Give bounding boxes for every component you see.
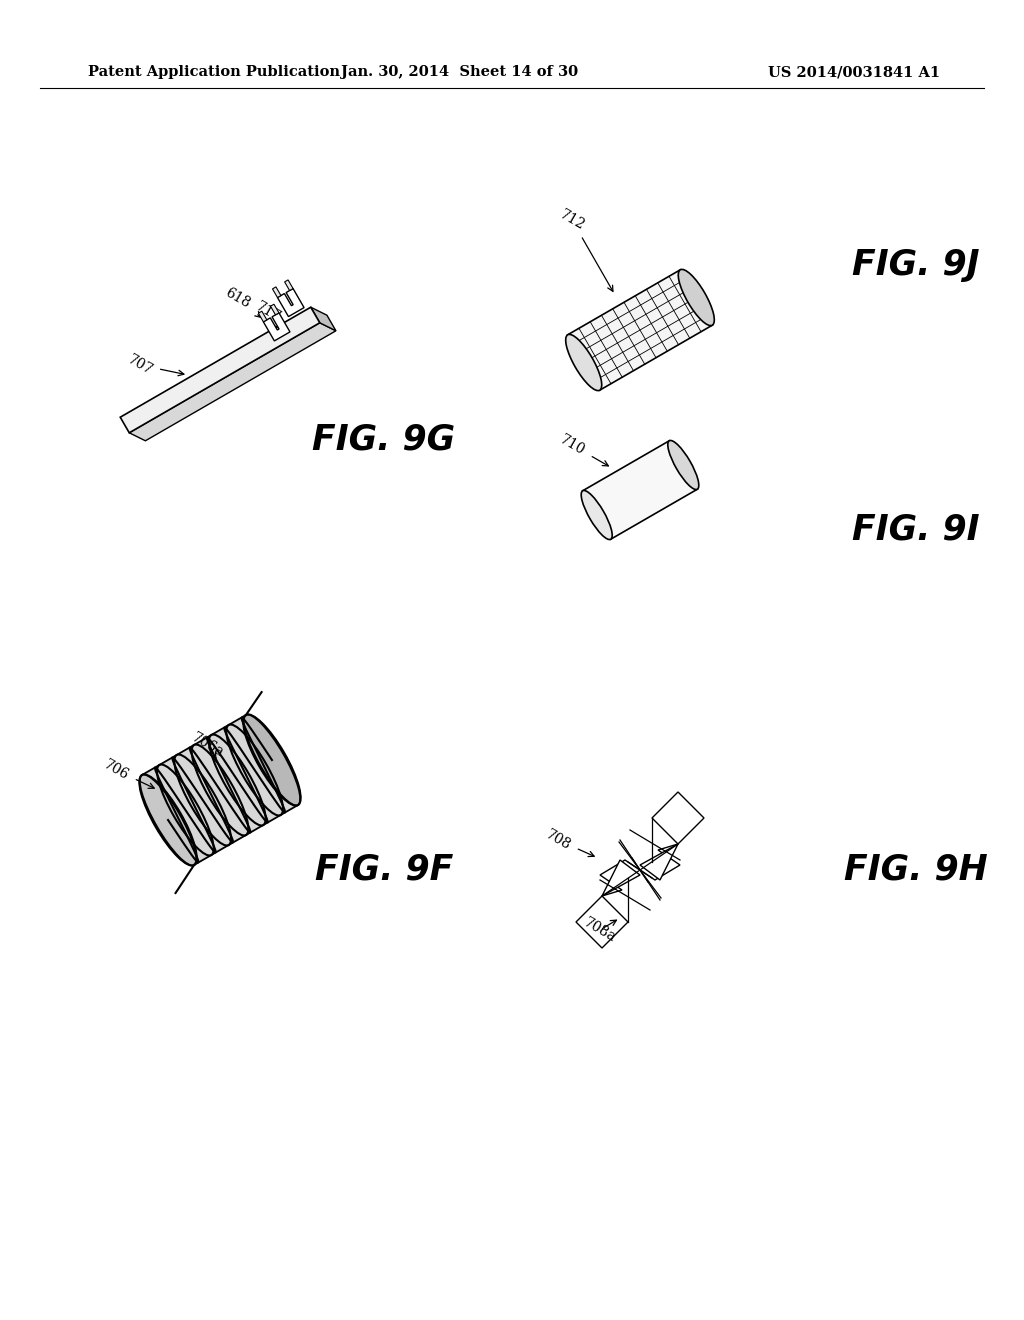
Polygon shape (258, 312, 267, 322)
Text: US 2014/0031841 A1: US 2014/0031841 A1 (768, 65, 940, 79)
Text: 708: 708 (543, 828, 594, 857)
Polygon shape (602, 861, 640, 896)
Ellipse shape (678, 269, 715, 326)
Text: FIG. 9I: FIG. 9I (852, 513, 980, 546)
Text: FIG. 9F: FIG. 9F (314, 853, 454, 887)
Text: 706a: 706a (189, 730, 226, 760)
Ellipse shape (582, 491, 612, 540)
Polygon shape (263, 313, 290, 341)
Text: FIG. 9J: FIG. 9J (852, 248, 980, 282)
Ellipse shape (668, 441, 698, 490)
Text: 710: 710 (557, 433, 608, 466)
Polygon shape (142, 715, 298, 865)
Text: Jan. 30, 2014  Sheet 14 of 30: Jan. 30, 2014 Sheet 14 of 30 (341, 65, 579, 79)
Text: FIG. 9H: FIG. 9H (844, 853, 988, 887)
Polygon shape (278, 289, 304, 317)
Ellipse shape (139, 775, 197, 866)
Polygon shape (120, 308, 319, 433)
Text: FIG. 9G: FIG. 9G (312, 422, 456, 457)
Text: 708a: 708a (582, 915, 618, 945)
Polygon shape (567, 269, 713, 391)
Polygon shape (272, 286, 281, 297)
Ellipse shape (565, 334, 602, 391)
Polygon shape (652, 792, 705, 843)
Text: 618: 618 (223, 285, 261, 317)
Text: 712: 712 (557, 207, 613, 292)
Polygon shape (640, 843, 678, 880)
Polygon shape (583, 441, 697, 540)
Text: 707: 707 (125, 352, 184, 378)
Ellipse shape (243, 714, 301, 805)
Polygon shape (270, 304, 279, 315)
Text: Patent Application Publication: Patent Application Publication (88, 65, 340, 79)
Polygon shape (285, 280, 293, 290)
Polygon shape (129, 323, 336, 441)
Text: 717: 717 (253, 300, 283, 330)
Text: 706: 706 (101, 758, 155, 788)
Polygon shape (310, 308, 336, 331)
Polygon shape (575, 896, 628, 948)
